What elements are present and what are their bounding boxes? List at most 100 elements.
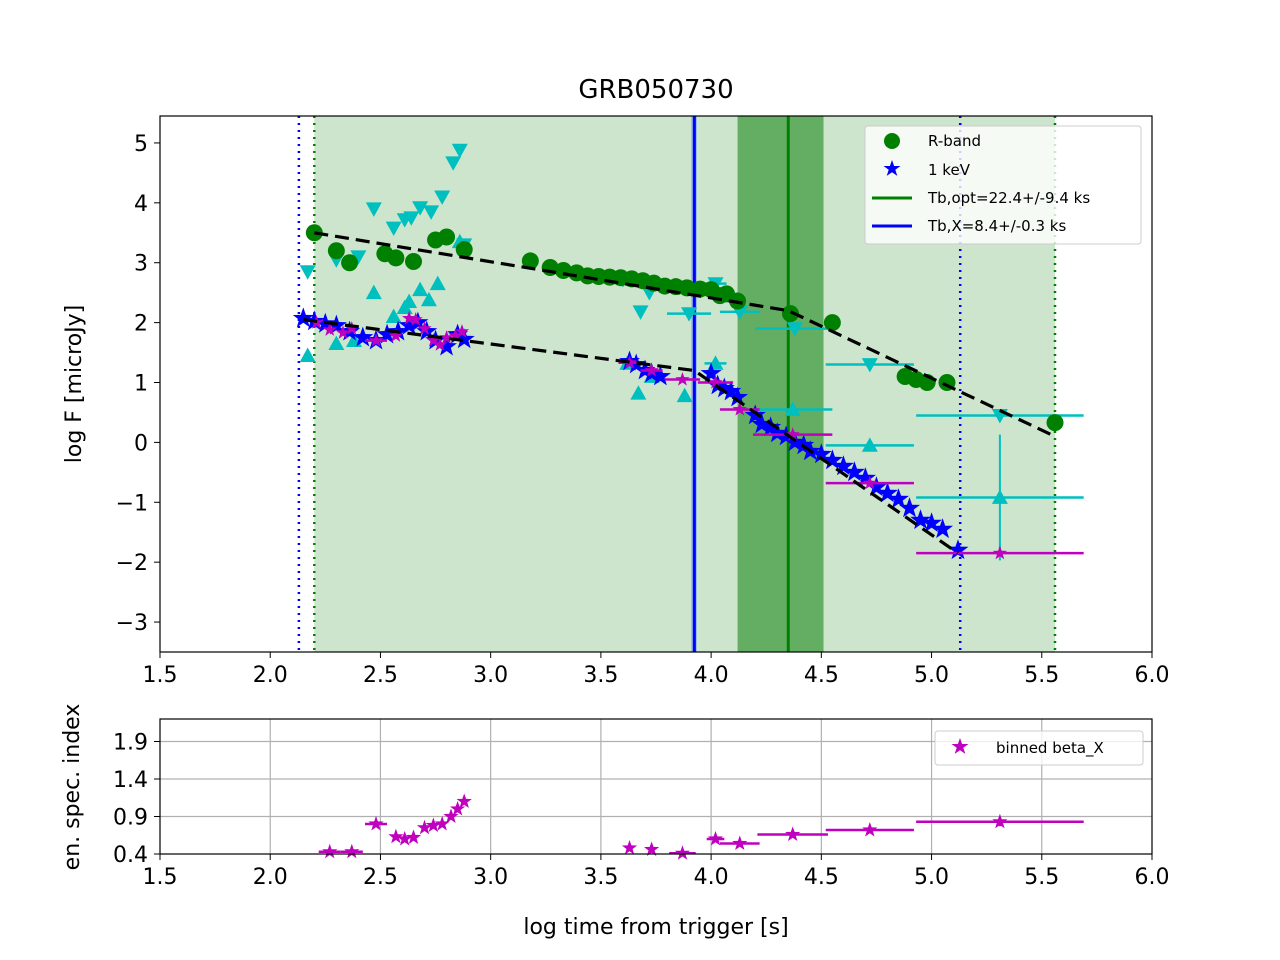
binned-beta-point	[443, 808, 459, 823]
uv-up-marker	[429, 275, 446, 291]
uv-up-marker	[784, 401, 801, 416]
xray-point	[700, 362, 722, 383]
binned-flux-point	[408, 312, 423, 326]
xray-point	[932, 518, 953, 539]
top-data-layer	[292, 143, 1084, 561]
binned-beta-point	[322, 843, 338, 859]
binned-flux-point	[622, 355, 637, 369]
uv-down-marker	[861, 358, 878, 373]
legend-label-tb-opt: Tb,opt=22.4+/-9.4 ks	[927, 189, 1090, 207]
binned-flux-point	[862, 475, 877, 490]
binned-flux-point	[708, 375, 723, 389]
xray-point	[810, 443, 832, 464]
uv-down-marker	[434, 190, 451, 205]
top-x-tick-label: 3.0	[473, 663, 508, 688]
top-x-tick-label: 4.5	[804, 663, 839, 688]
bottom-y-axis-label: en. spec. index	[60, 704, 85, 871]
uv-up-marker	[676, 387, 693, 403]
binned-flux-point	[439, 330, 454, 344]
bottom-x-tick-label: 6.0	[1135, 865, 1170, 890]
top-y-tick-label: 0	[134, 431, 148, 456]
binned-beta-point	[416, 819, 433, 835]
optical-break-uncertainty-band	[737, 116, 824, 652]
legend-marker-1kev	[883, 160, 901, 176]
binned-beta-point	[992, 813, 1008, 829]
uv-down-marker	[385, 221, 402, 236]
xray-point	[888, 488, 909, 509]
bottom-x-tick-label: 5.5	[1024, 865, 1059, 890]
top-y-tick-label: 3	[134, 252, 148, 277]
binned-beta-point	[456, 793, 472, 808]
bottom-data-layer	[318, 793, 1084, 860]
bottom-x-tick-label: 4.5	[804, 865, 839, 890]
bottom-x-tick-label: 2.5	[363, 865, 398, 890]
binned-beta-point	[707, 831, 724, 846]
binned-flux-point	[344, 321, 359, 335]
top-y-tick-label: 4	[134, 192, 148, 217]
binned-flux-point	[992, 545, 1007, 560]
xray-point	[910, 509, 931, 530]
uv-down-marker	[412, 201, 429, 216]
xray-point	[720, 380, 742, 401]
xray-point	[376, 323, 398, 344]
uv-up-marker	[412, 281, 429, 297]
binned-beta-point	[344, 843, 360, 859]
xray-point	[398, 314, 420, 335]
bottom-x-tick-label: 2.0	[253, 865, 288, 890]
binned-flux-point	[368, 333, 384, 347]
binned-flux-point	[454, 324, 470, 338]
r-band-point	[1046, 414, 1064, 432]
uv-down-marker	[403, 211, 420, 226]
uv-up-marker	[861, 437, 878, 452]
bottom-y-tick-label: 0.4	[113, 843, 148, 868]
uv-down-marker	[681, 307, 698, 322]
uv-up-marker	[991, 489, 1008, 504]
xray-point	[855, 467, 876, 488]
binned-flux-point	[732, 402, 747, 416]
top-y-tick-label: −1	[116, 491, 148, 516]
uv-down-marker	[350, 250, 367, 265]
bottom-y-tick-label: 0.9	[113, 806, 148, 831]
top-y-tick-label: 1	[134, 372, 148, 397]
binned-flux-point	[785, 427, 800, 441]
xray-point	[899, 497, 920, 518]
top-y-tick-label: −3	[116, 611, 148, 636]
top-axis-ticks: 1.5 2.0 2.5 3.0 3.5 4.0 4.5 5.0 5.5 6.0 −3 −2 −1 0 1 2 3…	[116, 132, 1170, 688]
uv-up-marker	[401, 293, 418, 309]
uv-up-marker	[420, 291, 437, 307]
xray-point	[292, 307, 314, 328]
optical-fit-line	[314, 231, 1056, 438]
binned-beta-point	[644, 841, 660, 856]
xray-point	[713, 377, 735, 398]
xray-point	[821, 449, 843, 470]
xray-point	[727, 386, 748, 407]
top-panel: 1.5 2.0 2.5 3.0 3.5 4.0 4.5 5.0 5.5 6.0 −3 −2 −1 0 1 2 3…	[62, 115, 1170, 688]
uv-down-marker	[365, 202, 382, 217]
bottom-x-tick-label: 3.5	[583, 865, 618, 890]
xray-point	[843, 461, 865, 482]
r-band-point	[781, 305, 799, 323]
bottom-x-tick-label: 1.5	[143, 865, 178, 890]
uv-down-marker	[632, 305, 649, 320]
bottom-x-axis-label: log time from trigger [s]	[523, 915, 788, 940]
legend-label-r-band: R-band	[928, 132, 981, 150]
bottom-panel: 1.5 2.0 2.5 3.0 3.5 4.0 4.5 5.0 5.5 6.0 0.4 0.9 1.4 1…	[60, 704, 1170, 940]
uv-down-marker	[786, 322, 803, 337]
xray-point	[766, 422, 788, 443]
binned-flux-point	[322, 322, 337, 336]
binned-flux-point	[335, 325, 351, 339]
binned-flux-point	[388, 328, 403, 342]
xray-point	[760, 416, 782, 437]
binned-beta-point	[621, 840, 638, 855]
top-y-tick-label: 2	[134, 312, 148, 337]
r-band-point	[405, 253, 423, 271]
bottom-x-tick-label: 4.0	[694, 865, 729, 890]
bottom-y-tick-label: 1.9	[113, 731, 148, 756]
bottom-y-tick-label: 1.4	[113, 768, 148, 793]
xray-point	[832, 455, 854, 476]
binned-beta-point	[425, 817, 441, 832]
binned-beta-point	[405, 829, 422, 844]
top-x-tick-label: 2.5	[363, 663, 398, 688]
bottom-grid	[160, 719, 1152, 854]
